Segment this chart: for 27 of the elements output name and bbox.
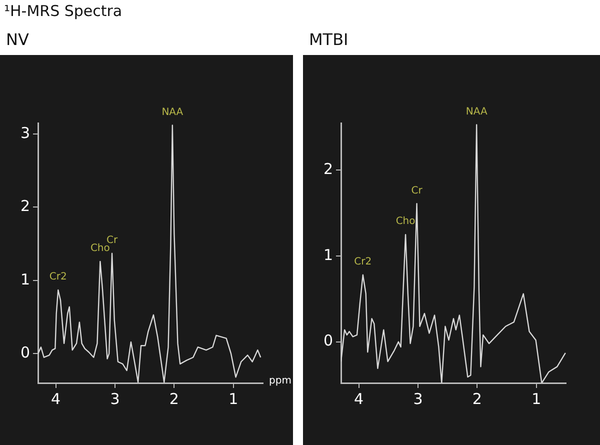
- annotation: Cho: [396, 216, 416, 228]
- y-tick-label: 1: [323, 246, 333, 264]
- y-tick-label: 3: [20, 124, 30, 142]
- y-tick-label: 0: [20, 344, 30, 362]
- annotation: Cr: [106, 234, 118, 246]
- annotation: NAA: [466, 106, 488, 118]
- text: ¹H-MRS Spectra: [4, 2, 122, 20]
- x-tick-label: 1: [532, 390, 542, 408]
- x-tick-label: 3: [413, 390, 423, 408]
- y-tick-label: 2: [323, 160, 333, 178]
- x-axis-title: ppm: [269, 376, 292, 387]
- x-tick-label: 3: [110, 390, 120, 408]
- x-tick-label: 2: [472, 390, 482, 408]
- y-tick-label: 0: [323, 332, 333, 350]
- y-tick-label: 2: [20, 197, 30, 216]
- x-tick-label: 4: [50, 390, 61, 408]
- x-tick-label: 1: [228, 390, 238, 408]
- annotation: Cho: [90, 243, 110, 254]
- x-tick-label: 4: [354, 390, 364, 408]
- chart-title: NV: [6, 30, 29, 49]
- annotation: Cr2: [354, 256, 372, 268]
- x-tick-label: 2: [169, 390, 179, 408]
- annotation: Cr: [411, 185, 424, 196]
- annotation: Cr2: [49, 272, 67, 283]
- y-tick-label: 1: [20, 270, 30, 288]
- annotation: NAA: [162, 106, 184, 118]
- chart-title: MTBI: [309, 30, 348, 49]
